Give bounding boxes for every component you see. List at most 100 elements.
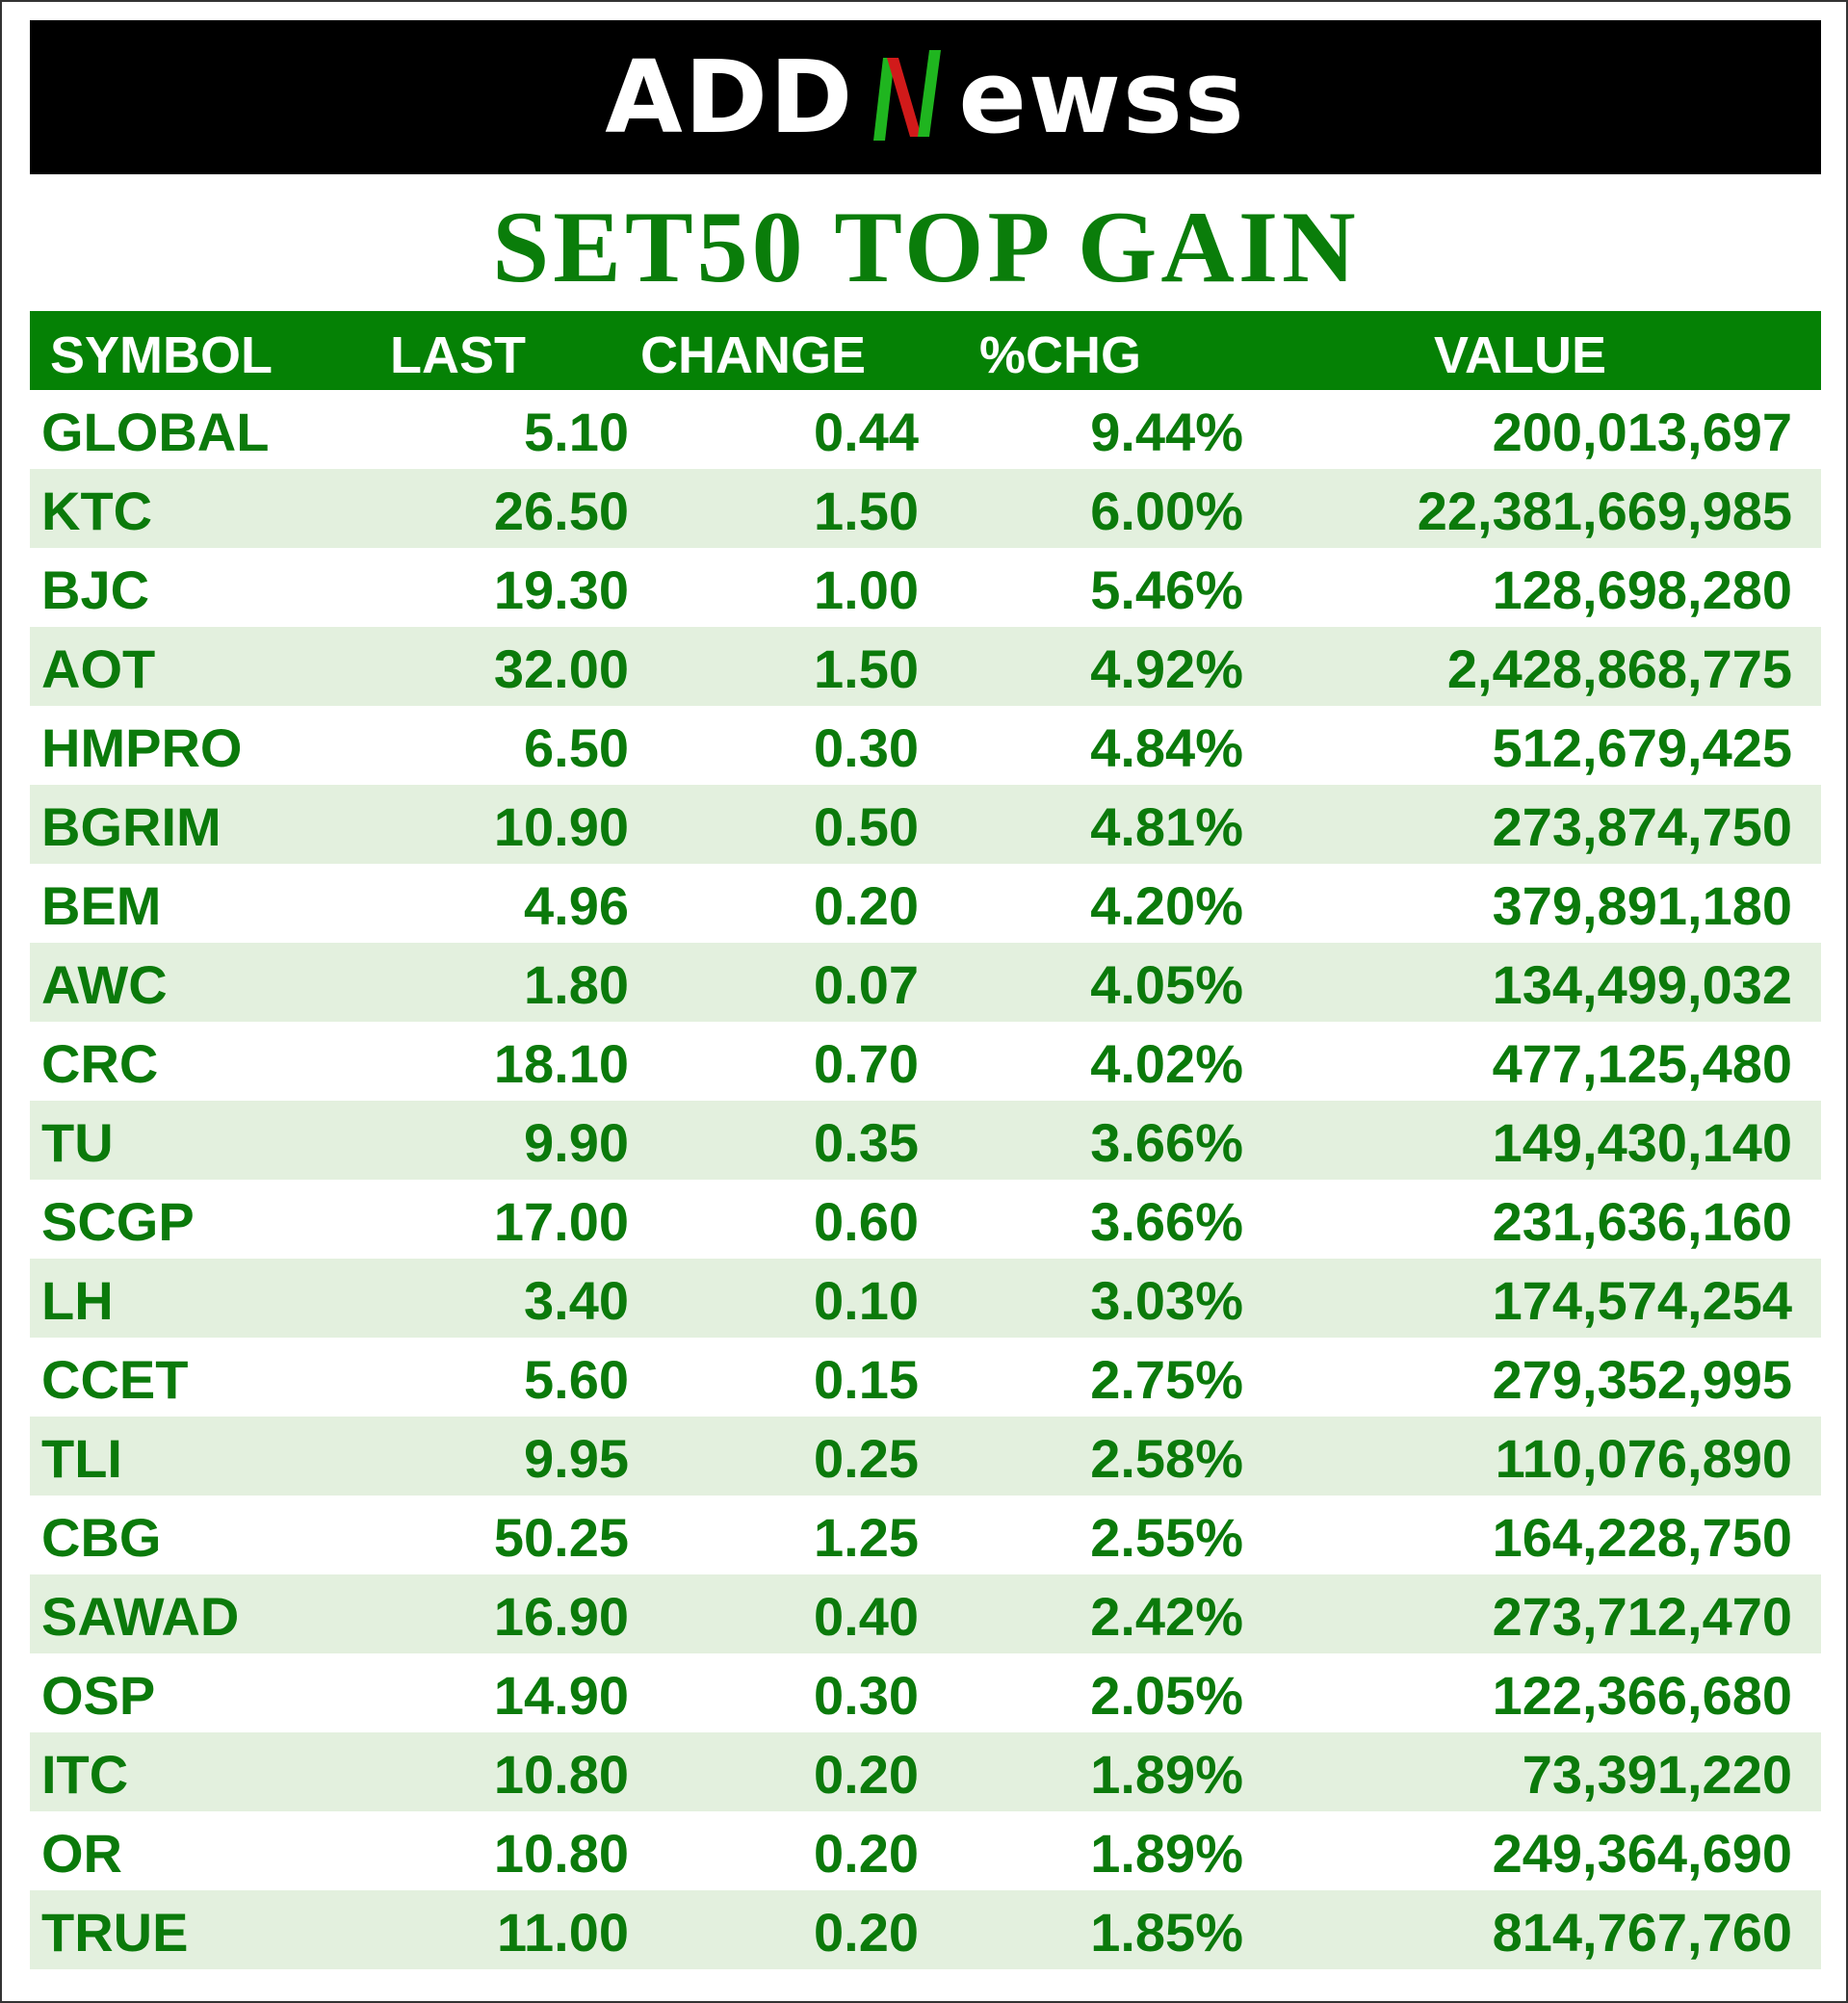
last-cell: 17.00 <box>493 1191 629 1252</box>
table-row[interactable]: BGRIM 10.90 0.50 4.81% 273,874,750 <box>30 785 1821 864</box>
pct-chg-cell: 4.81% <box>1090 796 1243 857</box>
value-cell: 174,574,254 <box>1492 1270 1792 1331</box>
last-cell: 11.00 <box>496 1902 629 1963</box>
value-cell: 512,679,425 <box>1492 717 1792 778</box>
last-cell: 50.25 <box>493 1507 629 1568</box>
last-cell: 1.80 <box>524 954 629 1015</box>
last-cell: 19.30 <box>493 559 629 620</box>
table-row[interactable]: SCGP 17.00 0.60 3.66% 231,636,160 <box>30 1180 1821 1259</box>
change-cell: 0.07 <box>814 954 919 1015</box>
change-cell: 0.44 <box>814 402 919 462</box>
symbol-cell: ITC <box>41 1744 129 1805</box>
pct-chg-cell: 3.03% <box>1090 1270 1243 1331</box>
column-header-change: CHANGE <box>640 326 867 384</box>
last-cell: 10.80 <box>493 1823 629 1884</box>
value-cell: 122,366,680 <box>1492 1665 1792 1726</box>
pct-chg-cell: 3.66% <box>1090 1112 1243 1173</box>
value-cell: 279,352,995 <box>1492 1349 1792 1410</box>
change-cell: 0.70 <box>814 1033 919 1094</box>
table-row[interactable]: ITC 10.80 0.20 1.89% 73,391,220 <box>30 1732 1821 1811</box>
symbol-cell: OSP <box>41 1665 156 1726</box>
value-cell: 128,698,280 <box>1492 559 1792 620</box>
pct-chg-cell: 4.05% <box>1090 954 1243 1015</box>
table-row[interactable]: OSP 14.90 0.30 2.05% 122,366,680 <box>30 1653 1821 1732</box>
last-cell: 16.90 <box>493 1586 629 1647</box>
value-cell: 164,228,750 <box>1492 1507 1792 1568</box>
last-cell: 6.50 <box>524 717 629 778</box>
symbol-cell: GLOBAL <box>41 402 270 462</box>
last-cell: 9.90 <box>524 1112 629 1173</box>
last-cell: 5.60 <box>524 1349 629 1410</box>
pct-chg-cell: 6.00% <box>1090 481 1243 541</box>
table-body: GLOBAL 5.10 0.44 9.44% 200,013,697 KTC 26.50 1.… <box>30 390 1821 1969</box>
pct-chg-cell: 4.84% <box>1090 717 1243 778</box>
column-header-last: LAST <box>390 326 526 384</box>
pct-chg-cell: 1.89% <box>1090 1744 1243 1805</box>
table-row[interactable]: HMPRO 6.50 0.30 4.84% 512,679,425 <box>30 706 1821 785</box>
symbol-cell: LH <box>41 1270 114 1331</box>
column-header-pct-chg: %CHG <box>979 326 1142 384</box>
value-cell: 110,076,890 <box>1495 1428 1792 1489</box>
table-row[interactable]: TU 9.90 0.35 3.66% 149,430,140 <box>30 1101 1821 1180</box>
value-cell: 231,636,160 <box>1492 1191 1792 1252</box>
table-row[interactable]: KTC 26.50 1.50 6.00% 22,381,669,985 <box>30 469 1821 548</box>
table-row[interactable]: CRC 18.10 0.70 4.02% 477,125,480 <box>30 1022 1821 1101</box>
table-row[interactable]: TLI 9.95 0.25 2.58% 110,076,890 <box>30 1417 1821 1496</box>
value-cell: 200,013,697 <box>1492 402 1792 462</box>
change-cell: 0.40 <box>814 1586 919 1647</box>
last-cell: 9.95 <box>524 1428 629 1489</box>
change-cell: 1.50 <box>814 481 919 541</box>
symbol-cell: KTC <box>41 481 153 541</box>
pct-chg-cell: 1.89% <box>1090 1823 1243 1884</box>
pct-chg-cell: 3.66% <box>1090 1191 1243 1252</box>
change-cell: 0.10 <box>814 1270 919 1331</box>
symbol-cell: AWC <box>41 954 168 1015</box>
symbol-cell: OR <box>41 1823 122 1884</box>
last-cell: 26.50 <box>493 481 629 541</box>
change-cell: 0.20 <box>814 875 919 936</box>
table-row[interactable]: GLOBAL 5.10 0.44 9.44% 200,013,697 <box>30 390 1821 469</box>
symbol-cell: TLI <box>41 1428 122 1489</box>
symbol-cell: HMPRO <box>41 717 243 778</box>
symbol-cell: SCGP <box>41 1191 195 1252</box>
table-row[interactable]: OR 10.80 0.20 1.89% 249,364,690 <box>30 1811 1821 1890</box>
symbol-cell: AOT <box>41 638 156 699</box>
pct-chg-cell: 5.46% <box>1090 559 1243 620</box>
value-cell: 149,430,140 <box>1492 1112 1792 1173</box>
column-header-value: VALUE <box>1434 326 1607 384</box>
last-cell: 14.90 <box>493 1665 629 1726</box>
symbol-cell: CBG <box>41 1507 162 1568</box>
symbol-cell: TU <box>41 1112 114 1173</box>
logo-text-right: ewss <box>958 39 1246 156</box>
value-cell: 134,499,032 <box>1492 954 1792 1015</box>
table-row[interactable]: LH 3.40 0.10 3.03% 174,574,254 <box>30 1259 1821 1338</box>
brand-logo[interactable]: ADD ewss <box>605 44 1246 150</box>
table-row[interactable]: BJC 19.30 1.00 5.46% 128,698,280 <box>30 548 1821 627</box>
change-cell: 0.30 <box>814 717 919 778</box>
table-row[interactable]: CCET 5.60 0.15 2.75% 279,352,995 <box>30 1338 1821 1417</box>
pct-chg-cell: 2.42% <box>1090 1586 1243 1647</box>
last-cell: 5.10 <box>524 402 629 462</box>
logo-text-left: ADD <box>605 39 855 156</box>
pct-chg-cell: 4.02% <box>1090 1033 1243 1094</box>
change-cell: 0.25 <box>814 1428 919 1489</box>
table-row[interactable]: AOT 32.00 1.50 4.92% 2,428,868,775 <box>30 627 1821 706</box>
value-cell: 814,767,760 <box>1492 1902 1792 1963</box>
table-row[interactable]: SAWAD 16.90 0.40 2.42% 273,712,470 <box>30 1574 1821 1653</box>
change-cell: 1.50 <box>814 638 919 699</box>
brand-banner: ADD ewss <box>30 20 1821 174</box>
value-cell: 273,712,470 <box>1492 1586 1792 1647</box>
table-row[interactable]: AWC 1.80 0.07 4.05% 134,499,032 <box>30 943 1821 1022</box>
last-cell: 18.10 <box>493 1033 629 1094</box>
value-cell: 273,874,750 <box>1492 796 1792 857</box>
table-row[interactable]: BEM 4.96 0.20 4.20% 379,891,180 <box>30 864 1821 943</box>
table-row[interactable]: CBG 50.25 1.25 2.55% 164,228,750 <box>30 1496 1821 1574</box>
change-cell: 0.15 <box>814 1349 919 1410</box>
last-cell: 3.40 <box>524 1270 629 1331</box>
pct-chg-cell: 2.75% <box>1090 1349 1243 1410</box>
pct-chg-cell: 4.20% <box>1090 875 1243 936</box>
table-row[interactable]: TRUE 11.00 0.20 1.85% 814,767,760 <box>30 1890 1821 1969</box>
pct-chg-cell: 2.58% <box>1090 1428 1243 1489</box>
table-header: SYMBOL LAST CHANGE %CHG VALUE <box>30 311 1821 390</box>
